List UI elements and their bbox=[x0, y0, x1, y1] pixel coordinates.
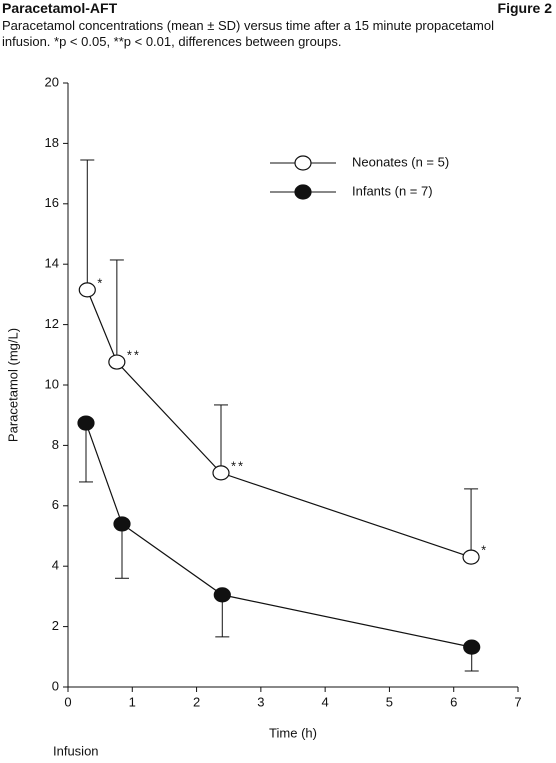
error-bar bbox=[109, 259, 124, 363]
x-tick-label: 6 bbox=[450, 694, 457, 709]
significance-label: ** bbox=[231, 458, 245, 473]
error-bar bbox=[464, 488, 479, 558]
x-tick-label: 2 bbox=[193, 694, 200, 709]
significance-label: ** bbox=[127, 347, 141, 362]
significance-label: * bbox=[481, 543, 488, 558]
series-line bbox=[85, 422, 472, 648]
y-tick-label: 0 bbox=[52, 678, 59, 693]
y-tick-label: 6 bbox=[52, 497, 59, 512]
marker bbox=[213, 587, 231, 603]
marker bbox=[462, 549, 480, 565]
marker bbox=[77, 415, 95, 431]
x-axis-label: Time (h) bbox=[269, 725, 317, 740]
y-axis-label: Paracetamol (mg/L) bbox=[5, 328, 20, 442]
marker bbox=[78, 282, 96, 298]
marker bbox=[212, 465, 230, 481]
legend-label: Infants (n = 7) bbox=[352, 183, 433, 198]
legend-marker bbox=[294, 155, 312, 171]
y-tick-label: 10 bbox=[45, 376, 59, 391]
marker bbox=[113, 516, 131, 532]
series-line bbox=[86, 289, 472, 558]
x-tick-label: 5 bbox=[386, 694, 393, 709]
figure-label: Figure 2 bbox=[497, 0, 552, 16]
y-tick-label: 2 bbox=[52, 618, 59, 633]
error-bar bbox=[214, 404, 228, 473]
y-tick-label: 14 bbox=[45, 256, 59, 271]
error-bar bbox=[79, 423, 93, 483]
x-tick-label: 1 bbox=[129, 694, 136, 709]
caption: Paracetamol concentrations (mean ± SD) v… bbox=[2, 18, 494, 49]
marker bbox=[463, 639, 481, 655]
legend-marker bbox=[294, 184, 312, 200]
y-tick-label: 16 bbox=[45, 195, 59, 210]
y-tick-label: 18 bbox=[45, 135, 59, 150]
y-tick-label: 4 bbox=[52, 558, 59, 573]
legend-label: Neonates (n = 5) bbox=[352, 154, 449, 169]
error-bar bbox=[80, 159, 95, 290]
x-tick-label: 7 bbox=[514, 694, 521, 709]
x-tick-label: 4 bbox=[322, 694, 329, 709]
y-tick-label: 8 bbox=[52, 437, 59, 452]
marker bbox=[108, 354, 126, 370]
header: Paracetamol-AFT Figure 2 bbox=[2, 0, 552, 16]
annotation: Infusion bbox=[53, 743, 99, 758]
x-tick-label: 0 bbox=[64, 694, 71, 709]
x-tick-label: 3 bbox=[257, 694, 264, 709]
error-bar bbox=[115, 523, 129, 579]
y-tick-label: 20 bbox=[45, 74, 59, 89]
significance-label: * bbox=[97, 275, 104, 290]
y-tick-label: 12 bbox=[45, 316, 59, 331]
title: Paracetamol-AFT bbox=[2, 0, 118, 16]
